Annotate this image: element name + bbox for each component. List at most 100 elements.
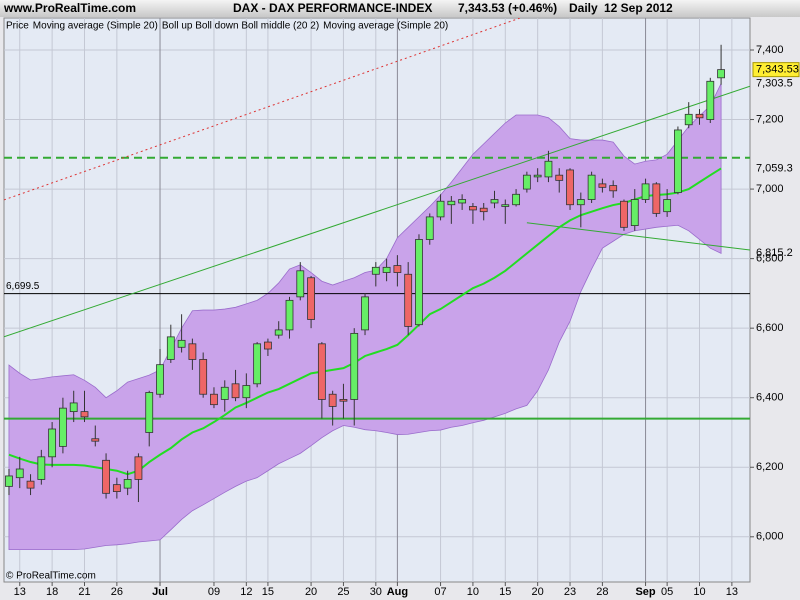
x-tick-label: Jul (152, 586, 168, 598)
x-tick-label: Aug (387, 586, 408, 598)
candle-body (555, 174, 564, 181)
candle-body (317, 343, 326, 400)
x-tick-label: 09 (208, 586, 220, 598)
candle-body (630, 199, 639, 226)
candle-body (166, 336, 175, 360)
x-tick-label: 10 (693, 586, 705, 598)
candle-body (706, 80, 715, 120)
price-label-box (752, 62, 800, 78)
x-tick-label: 15 (262, 586, 274, 598)
legend-entry: Moving average (Simple 20) (323, 21, 448, 32)
candle-body (522, 174, 531, 190)
candle-body (609, 185, 618, 192)
y-tick-label: 7,400 (756, 44, 784, 56)
x-tick-label: 07 (434, 586, 446, 598)
price-label: 7,059.3 (756, 162, 793, 174)
candle-body (425, 216, 434, 240)
candle-body (37, 456, 46, 480)
candle-body (15, 468, 24, 479)
candle-body (684, 113, 693, 126)
price-label: 7,343.53 (756, 64, 799, 76)
candle-body (253, 343, 262, 385)
candle-body (695, 113, 704, 119)
trend-line (4, 85, 750, 338)
candle-body (458, 199, 467, 204)
x-tick-label: 30 (370, 586, 382, 598)
y-tick-label: 6,000 (756, 531, 784, 543)
candle-body (371, 266, 380, 275)
candle-body (566, 169, 574, 206)
candle-body (501, 204, 510, 207)
trend-line (526, 222, 750, 251)
candle-body (598, 183, 607, 188)
horizontal-line-label: 6,699.5 (6, 281, 40, 292)
y-tick-label: 6,400 (756, 392, 784, 404)
candle-body (436, 200, 445, 218)
x-tick-label: 18 (46, 586, 58, 598)
y-tick-label: 6,200 (756, 461, 784, 473)
candle-body (641, 183, 650, 200)
candle-body (285, 299, 294, 331)
candle-body (361, 296, 369, 331)
header-bar (0, 0, 800, 17)
candle-body (123, 479, 132, 489)
x-tick-label: 05 (661, 586, 673, 598)
candle-body (80, 411, 89, 418)
candle-body (91, 438, 100, 442)
candle-body (156, 364, 164, 395)
price-label: 7,303.5 (756, 77, 793, 89)
site: www.ProRealTime.com (3, 1, 136, 15)
candle-body (652, 183, 661, 214)
candle-body (69, 402, 78, 413)
x-tick-label: 26 (111, 586, 123, 598)
candle-body (339, 399, 348, 402)
candle-body (231, 383, 240, 399)
legend-entry: Price (6, 21, 29, 32)
candle-body (469, 206, 477, 211)
x-tick-label: 10 (467, 586, 479, 598)
candle-body (112, 484, 121, 492)
candle-body (328, 393, 337, 407)
x-tick-label: 15 (499, 586, 511, 598)
legend-entry: Boll up Boll down Boll middle (20 2) (162, 21, 319, 32)
candle-body (717, 69, 725, 79)
candle-body (350, 332, 359, 400)
candle-body (264, 341, 272, 350)
y-tick-label: 6,600 (756, 322, 784, 334)
candle-body (48, 428, 57, 458)
candle-body (674, 129, 682, 193)
candle-body (274, 329, 283, 336)
labels-layer: Price Moving average (Simple 20) Boll up B… (6, 21, 800, 598)
candle-body (479, 207, 488, 213)
candle-body (415, 239, 423, 326)
candle-body (242, 385, 251, 399)
x-tick-label: 28 (596, 586, 608, 598)
price-label: 6,815.2 (756, 247, 793, 259)
candle-body (296, 270, 305, 298)
candle-body (188, 343, 197, 360)
candle-body (220, 386, 229, 400)
trend-line (4, 18, 522, 201)
candle-body (587, 174, 596, 200)
candle-body (177, 339, 186, 348)
footer: © ProRealTime.com (6, 571, 96, 582)
y-tick-label: 7,000 (756, 183, 784, 195)
legend-entry: Moving average (Simple 20) (33, 21, 158, 32)
candle-body (576, 199, 585, 206)
x-tick-label: 25 (337, 586, 349, 598)
candle-body (5, 475, 13, 487)
candle-body (533, 174, 542, 178)
candle-body (447, 200, 456, 206)
candle-body (620, 200, 628, 228)
x-tick-label: 21 (78, 586, 90, 598)
candle-body (145, 392, 154, 433)
y-tick-label: 7,200 (756, 113, 784, 125)
candle-body (544, 160, 553, 178)
period: Daily (569, 1, 598, 15)
candle-body (307, 277, 315, 320)
candle-body (102, 459, 110, 494)
quote: 7,343.53 (+0.46%) (458, 1, 557, 15)
x-tick-label: 13 (14, 586, 26, 598)
x-tick-label: Sep (635, 586, 655, 598)
